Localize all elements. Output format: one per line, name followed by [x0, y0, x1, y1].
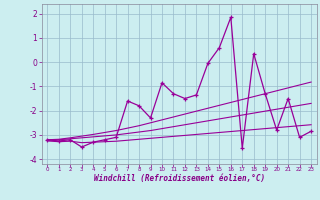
X-axis label: Windchill (Refroidissement éolien,°C): Windchill (Refroidissement éolien,°C)	[94, 174, 265, 183]
